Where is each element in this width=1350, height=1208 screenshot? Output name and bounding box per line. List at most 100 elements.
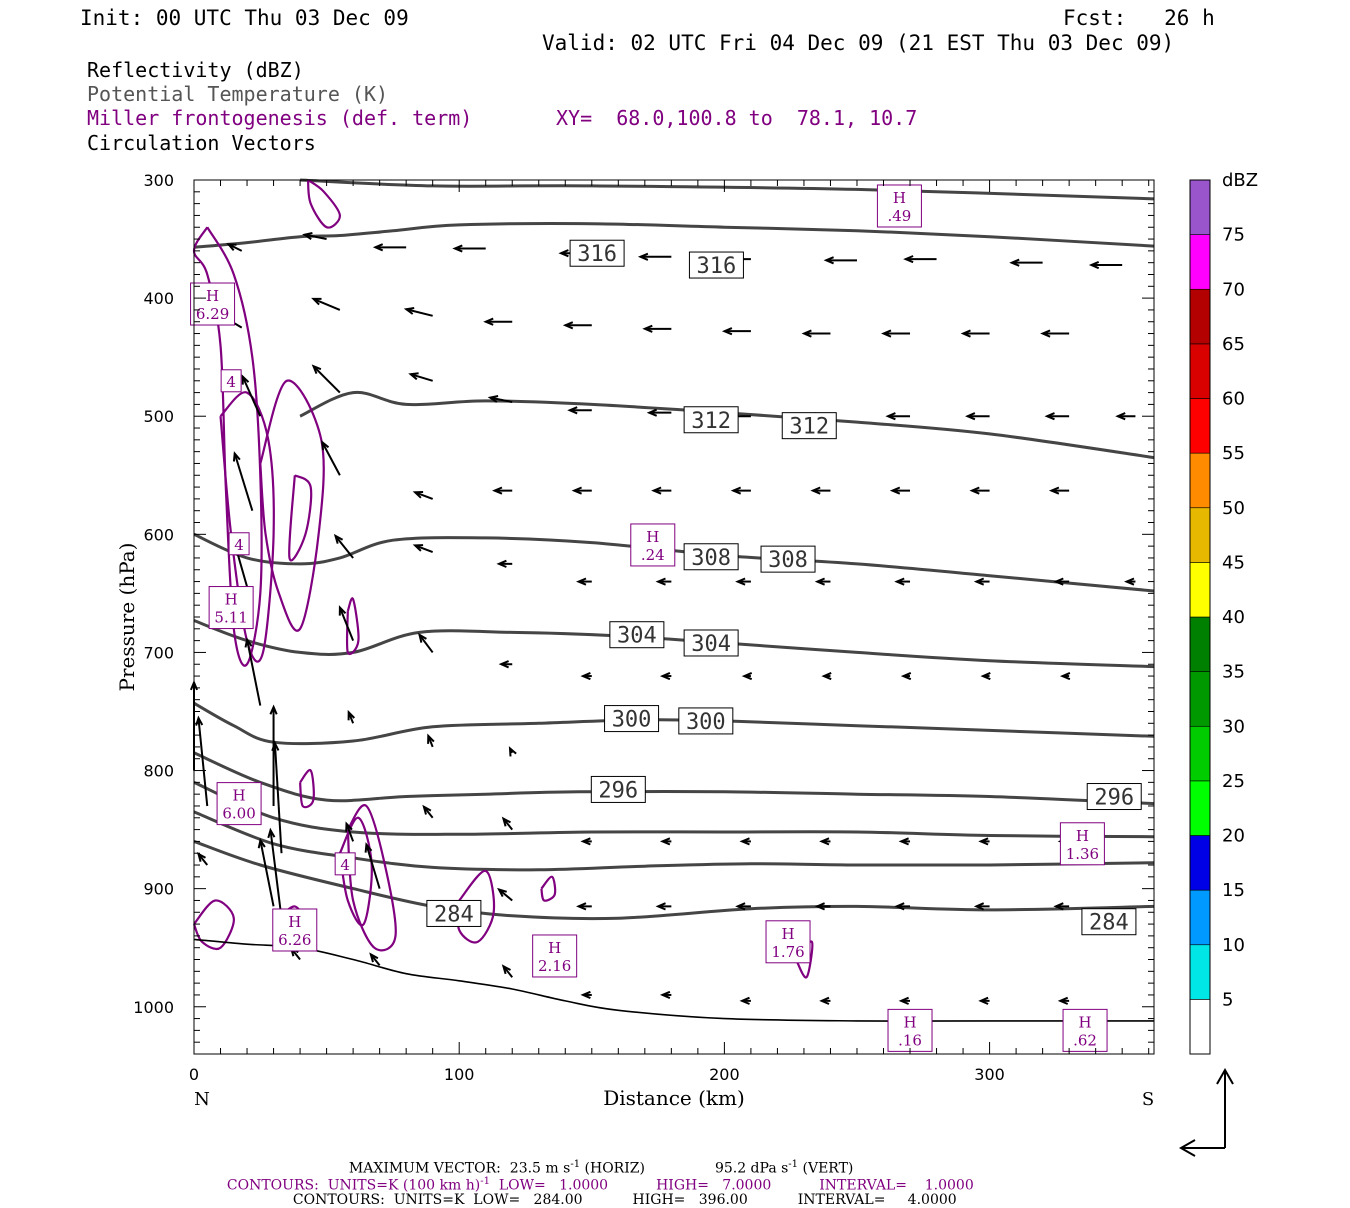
circulation-vector [898, 837, 911, 846]
circulation-vector [889, 486, 911, 495]
circulation-vector [345, 821, 355, 842]
theta-contours [193, 178, 1155, 921]
colorbar-level: 45 [1222, 552, 1245, 573]
fronto-maximum: H5.11 [208, 586, 254, 630]
colorbar-level: 30 [1222, 716, 1245, 737]
axes: 300 400 500 600 700 800 900 1000 0 100 200 300 Dista… [115, 171, 1154, 1110]
theta-label-box [426, 899, 482, 927]
circulation-vector [333, 533, 354, 559]
fronto-maximum: H1.76 [765, 920, 811, 964]
theta-contour-292 [193, 781, 1155, 839]
circulation-vector [576, 577, 592, 586]
circulation-vector [721, 327, 751, 336]
fronto-maximum: H6.00 [216, 782, 262, 826]
circulation-vector [271, 740, 283, 854]
fronto-maximum-value: 1.36 [1066, 845, 1099, 863]
colorbar-level: 50 [1222, 498, 1245, 519]
theta-contour-308 [193, 532, 1155, 593]
circulation-vector [1088, 260, 1123, 270]
colorbar-swatch [1189, 671, 1211, 727]
colorbar-level: 10 [1222, 935, 1245, 956]
theta-label: 300 [612, 708, 652, 733]
colorbar-title: dBZ [1222, 170, 1258, 191]
circulation-vector [819, 837, 831, 846]
fronto-maximum: H.62 [1062, 1008, 1108, 1052]
circulation-vector [646, 408, 672, 417]
circulation-vector [567, 406, 592, 415]
fronto-contour-label: 4 [228, 532, 250, 556]
fronto-maximum-value: 6.29 [196, 305, 229, 323]
fronto-maximum-value: 5.11 [214, 609, 247, 627]
fronto-maximum: H6.29 [190, 282, 236, 326]
circulation-vector [452, 244, 486, 253]
theta-label: 300 [686, 710, 726, 735]
circulation-vector [244, 637, 262, 706]
theta-label: 304 [617, 624, 657, 649]
theta-label-box [1086, 783, 1142, 811]
x-tick-label: 300 [974, 1065, 1005, 1084]
circulation-vector [498, 660, 513, 669]
circulation-vector [269, 704, 278, 806]
circulation-vector [821, 671, 832, 681]
surface-line [193, 938, 1154, 1022]
colorbar-level: 70 [1222, 279, 1245, 300]
circulation-vector [637, 252, 672, 261]
fronto-units: CONTOURS: UNITS=K (100 km h) [226, 1177, 481, 1194]
circulation-vector [898, 996, 911, 1005]
theta-label: 296 [1094, 786, 1134, 811]
colorbar-swatch [1189, 507, 1211, 563]
theta-label: 284 [1089, 911, 1129, 936]
circulation-vector [823, 256, 857, 265]
fronto-maximum-value: 6.00 [222, 805, 255, 823]
colorbar-level: 65 [1222, 334, 1245, 355]
circulation-vector [241, 374, 262, 417]
theta-label-box [1081, 908, 1137, 936]
theta-label-box [609, 621, 665, 649]
fronto-maximum-value: .62 [1073, 1031, 1097, 1049]
fronto-interval: INTERVAL= 1.0000 [819, 1177, 974, 1194]
circulation-vector [969, 486, 990, 495]
y-tick-label: 800 [143, 762, 174, 781]
colorbar-swatch [1189, 944, 1211, 1000]
colorbar-level: 60 [1222, 389, 1245, 410]
fronto-maximum: H.24 [630, 523, 676, 567]
max-vector-horiz: MAXIMUM VECTOR: 23.5 m s [348, 1160, 571, 1177]
circulation-vector [973, 577, 990, 586]
theta-label: 284 [434, 902, 474, 927]
circulation-vector [1057, 996, 1070, 1005]
colorbar-swatch [1189, 999, 1211, 1055]
circulation-vector [347, 709, 356, 724]
fronto-maximum-value: 1.76 [771, 943, 804, 961]
colorbar-swatch [1189, 179, 1211, 235]
circulation-vector [195, 715, 209, 807]
theta-label: 316 [697, 254, 737, 279]
plot-frame [193, 179, 1155, 1055]
theta-label: 304 [691, 632, 731, 657]
circulation-vector [741, 671, 753, 681]
circulation-vector [885, 412, 911, 421]
circulation-vector [427, 733, 435, 748]
x-tick-label: 0 [189, 1065, 199, 1084]
circulation-vector [1124, 577, 1136, 586]
theta-contour-284 [193, 839, 1155, 921]
theta-label-box [781, 412, 837, 440]
fronto-maximum: H1.36 [1059, 822, 1105, 866]
cross-section-xy: XY= 68.0,100.8 to 78.1, 10.7 [556, 106, 918, 130]
circulation-vector [881, 329, 911, 338]
circulation-vector [739, 837, 751, 846]
circulation-vector [642, 324, 672, 333]
circulation-vector [894, 902, 911, 911]
theta-interval: INTERVAL= 4.0000 [797, 1192, 957, 1208]
fronto-maximum: H2.16 [532, 934, 578, 978]
circulation-vector [651, 486, 672, 495]
fronto-maximum-value: .49 [887, 207, 911, 225]
fronto-maximum-letter: H [1079, 1013, 1092, 1031]
svg-text:4: 4 [226, 373, 236, 391]
svg-text:4: 4 [340, 856, 350, 874]
theta-contour-288 [193, 810, 1155, 872]
fronto-low: LOW= 1.0000 [489, 1177, 609, 1194]
circulation-vector [501, 816, 514, 831]
fronto-maximum-letter: H [288, 913, 301, 931]
fronto-maximum-value: .16 [898, 1031, 922, 1049]
colorbar-level: 75 [1222, 225, 1245, 246]
